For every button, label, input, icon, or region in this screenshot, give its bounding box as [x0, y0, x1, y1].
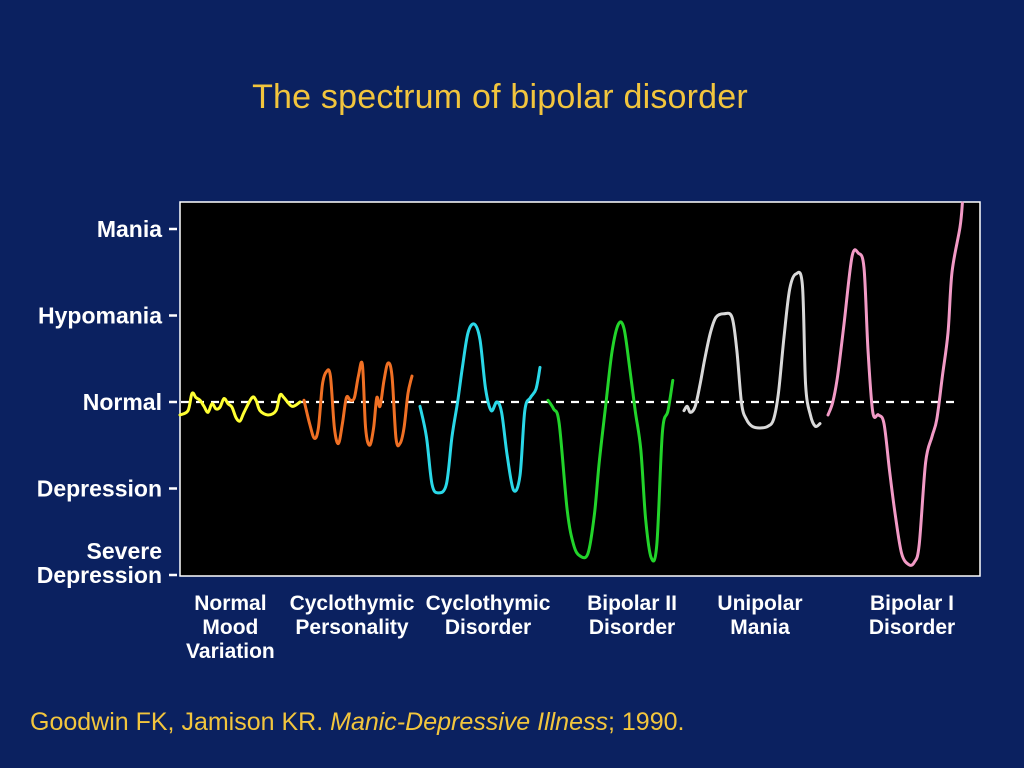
category-label: Personality — [295, 616, 409, 639]
citation-work: Manic-Depressive Illness — [330, 708, 608, 736]
series-line-1 — [178, 391, 302, 423]
category-label: Unipolar — [717, 592, 802, 615]
series-line-3 — [418, 322, 542, 495]
y-tick-label: Normal — [83, 389, 162, 415]
y-tick-label: Severe — [87, 538, 162, 564]
series-line-4 — [546, 320, 675, 563]
category-label: Mania — [730, 616, 790, 639]
category-label: Normal — [194, 592, 266, 615]
category-label: Disorder — [445, 616, 531, 639]
page-title: The spectrum of bipolar disorder — [252, 78, 748, 116]
series-line-2 — [302, 360, 414, 448]
citation-year: ; 1990. — [608, 708, 685, 736]
y-tick-label: Mania — [97, 216, 162, 242]
citation-authors: Goodwin FK, Jamison KR. — [30, 708, 331, 736]
y-tick-label: Depression — [37, 476, 162, 502]
category-label: Mood — [202, 616, 258, 639]
y-tick-label: Hypomania — [38, 303, 162, 329]
citation: Goodwin FK, Jamison KR. Manic-Depressive… — [30, 708, 684, 737]
category-label: Cyclothymic — [290, 592, 415, 615]
category-label: Bipolar II — [587, 592, 677, 615]
category-label: Bipolar I — [870, 592, 954, 615]
category-label: Disorder — [589, 616, 675, 639]
category-label: Variation — [186, 640, 275, 663]
category-label: Cyclothymic — [426, 592, 551, 615]
plot-area — [179, 201, 981, 577]
y-tick-label: Depression — [37, 562, 162, 588]
series-line-6 — [826, 201, 964, 567]
series-line-5 — [682, 270, 822, 430]
category-label: Disorder — [869, 616, 955, 639]
